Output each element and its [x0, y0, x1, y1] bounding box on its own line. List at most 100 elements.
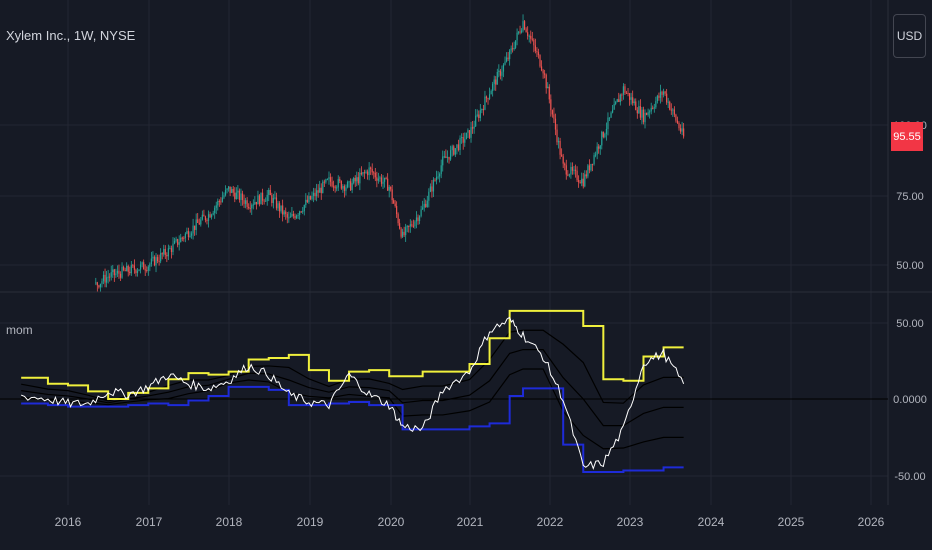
candle-body: [476, 114, 478, 116]
candle-body: [311, 196, 313, 200]
candle-body: [653, 107, 655, 109]
candle-body: [484, 96, 486, 110]
candle-body: [678, 123, 680, 129]
candle-body: [505, 57, 508, 62]
candle-body: [573, 169, 575, 171]
candle-body: [627, 93, 629, 95]
candle-body: [277, 203, 279, 209]
candle-body: [428, 191, 430, 201]
candle-body: [528, 35, 530, 37]
candle-body: [561, 154, 563, 157]
candle-body: [147, 266, 149, 271]
candle-body: [514, 40, 517, 48]
candle-body: [144, 269, 146, 271]
currency-button[interactable]: USD: [893, 14, 926, 58]
candle-body: [306, 199, 308, 203]
band-line-3: [21, 329, 684, 404]
candle-body: [590, 163, 592, 171]
candle-body: [396, 206, 398, 215]
candle-body: [314, 192, 316, 197]
candle-body: [136, 270, 139, 274]
candle-body: [431, 186, 433, 192]
candle-body: [115, 273, 117, 276]
candle-body: [382, 181, 384, 184]
candle-body: [257, 195, 259, 205]
lower-band-line: [21, 385, 684, 473]
candle-body: [275, 197, 278, 209]
candle-body: [659, 91, 662, 98]
candle-body: [320, 187, 322, 194]
candle-body: [442, 156, 444, 166]
candle-body: [498, 70, 500, 73]
candle-body: [457, 144, 460, 151]
candle-body: [263, 200, 265, 202]
candle-body: [173, 240, 176, 244]
candle-body: [593, 155, 595, 165]
candle-body: [283, 211, 285, 215]
candle-body: [139, 264, 142, 270]
candle-body: [567, 174, 569, 176]
time-axis-label: 2018: [216, 515, 243, 529]
candle-body: [400, 228, 402, 237]
candle-body: [336, 187, 338, 189]
candle-body: [673, 109, 675, 115]
candle-body: [106, 277, 108, 283]
candle-body: [570, 166, 572, 175]
candle-body: [300, 211, 302, 213]
candle-body: [268, 189, 270, 195]
candle-body: [638, 106, 640, 114]
candle-body: [409, 224, 411, 227]
candle-body: [113, 269, 115, 276]
candle-body: [471, 127, 474, 129]
candle-body: [443, 156, 445, 158]
candle-body: [499, 70, 501, 76]
candle-body: [632, 97, 634, 104]
candle-body: [308, 196, 310, 203]
candle-body: [544, 73, 546, 75]
candle-body: [401, 231, 404, 237]
candle-body: [591, 163, 594, 165]
candle-body: [642, 109, 645, 123]
candle-body: [669, 101, 671, 110]
candle-body: [539, 55, 541, 67]
candle-body: [473, 126, 475, 129]
candle-body: [194, 225, 196, 230]
candle-body: [354, 178, 356, 182]
candle-body: [493, 79, 495, 84]
candle-body: [220, 201, 222, 203]
candle-body: [454, 148, 456, 155]
candle-body: [348, 181, 350, 183]
time-axis-label: 2022: [537, 515, 564, 529]
candle-body: [180, 237, 182, 243]
candle-body: [578, 180, 580, 183]
candle-body: [295, 215, 298, 219]
candle-body: [440, 165, 442, 175]
candle-body: [302, 211, 304, 213]
candle-body: [150, 258, 152, 265]
candle-body: [294, 216, 296, 219]
candle-body: [399, 223, 401, 229]
candle-body: [478, 114, 480, 118]
candle-body: [403, 231, 405, 236]
candle-body: [356, 177, 358, 182]
candle-body: [605, 128, 608, 134]
candle-body: [203, 214, 205, 217]
candle-body: [258, 195, 261, 205]
candle-body: [650, 107, 652, 112]
candle-body: [235, 192, 237, 200]
candle-body: [679, 128, 682, 132]
candle-body: [305, 199, 307, 206]
candle-body: [342, 186, 344, 189]
candle-body: [286, 214, 288, 218]
candle-body: [377, 178, 379, 181]
candle-body: [371, 168, 373, 173]
candle-body: [201, 214, 203, 220]
candle-body: [323, 181, 325, 183]
candle-body: [445, 156, 447, 159]
candle-body: [468, 130, 471, 138]
candle-body: [406, 225, 408, 228]
candle-body: [221, 197, 224, 202]
candle-body: [522, 21, 524, 31]
candle-body: [485, 96, 488, 99]
